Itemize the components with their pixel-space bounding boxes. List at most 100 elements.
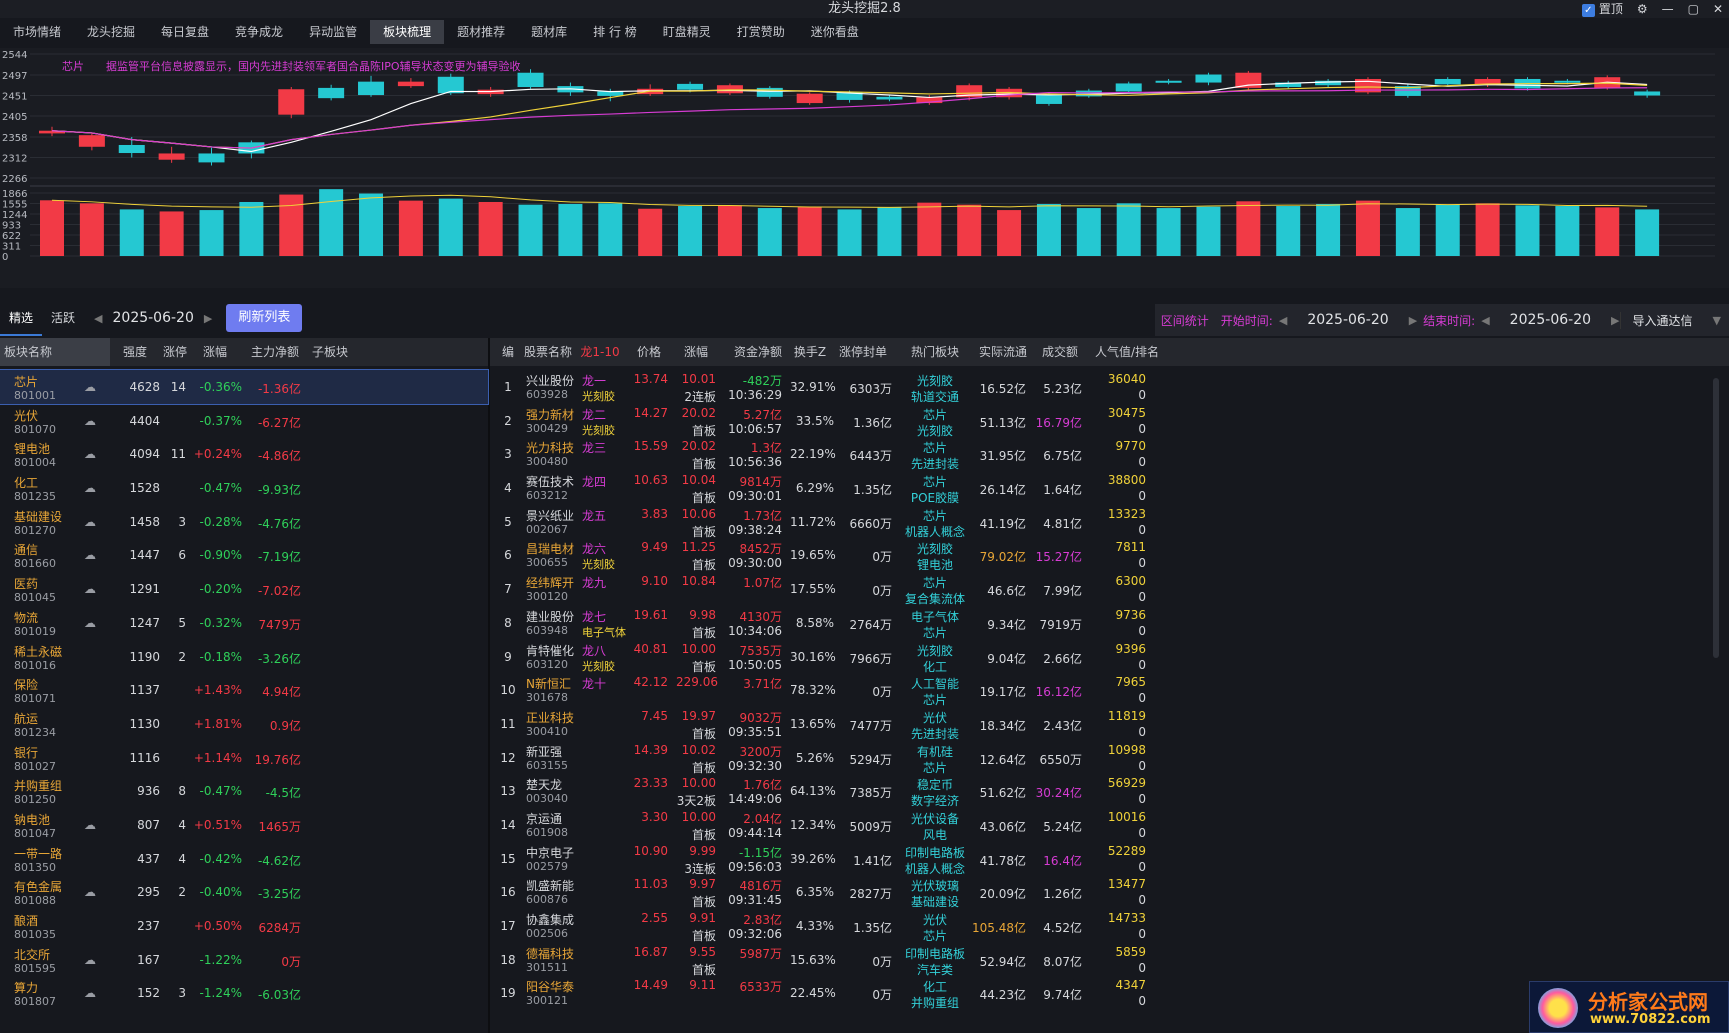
stock-name[interactable]: 正业科技 xyxy=(526,710,575,725)
cloud-icon[interactable]: ☁ xyxy=(84,481,96,496)
stock-name[interactable]: 德福科技 xyxy=(526,946,575,961)
hot-sector-2[interactable]: 芯片 xyxy=(922,929,947,943)
hot-sector-1[interactable]: 芯片 xyxy=(922,576,947,591)
menu-item-6[interactable]: 题材推荐 xyxy=(457,25,506,39)
sector-row[interactable]: 化工 801235 ☁ 1528 -0.47% -9.93亿 xyxy=(0,471,488,505)
stock-row[interactable]: 7 经纬辉开 300120 龙九 9.10 10.84 1.07亿 17.55% 0万 芯片 复合集… xyxy=(490,572,1729,606)
menu-item-2[interactable]: 每日复盘 xyxy=(161,25,210,39)
stock-col-8[interactable]: 热门板块 xyxy=(910,345,959,359)
next-arrow-icon[interactable]: ▶ xyxy=(203,311,213,325)
menu-item-1[interactable]: 龙头挖掘 xyxy=(87,25,136,39)
sector-row[interactable]: 并购重组 801250 936 8 -0.47% -4.5亿 xyxy=(0,774,488,808)
hot-sector-2[interactable]: 数字经济 xyxy=(910,794,959,809)
stock-name[interactable]: 光力科技 xyxy=(526,441,575,456)
menu-item-7[interactable]: 题材库 xyxy=(531,25,568,39)
sector-row[interactable]: 医药 801045 ☁ 1291 -0.20% -7.02亿 xyxy=(0,572,488,606)
menu-item-10[interactable]: 打赏赞助 xyxy=(736,25,785,39)
hot-sector-2[interactable]: 复合集流体 xyxy=(904,592,965,607)
cloud-icon[interactable]: ☁ xyxy=(84,952,96,967)
hot-sector-2[interactable]: 基础建设 xyxy=(910,895,959,910)
stock-name[interactable]: 阳谷华泰 xyxy=(526,980,575,995)
sector-row[interactable]: 有色金属 801088 ☁ 295 2 -0.40% -3.25亿 xyxy=(0,875,488,909)
stock-name[interactable]: 昌瑞电材 xyxy=(526,542,575,557)
stock-name[interactable]: 建业股份 xyxy=(526,609,575,624)
dropdown-icon[interactable]: ▼ xyxy=(1712,313,1721,327)
cloud-icon[interactable]: ☁ xyxy=(84,413,96,428)
hot-sector-1[interactable]: 光伏 xyxy=(922,710,947,725)
stock-col-9[interactable]: 实际流通 xyxy=(978,345,1027,359)
cloud-icon[interactable]: ☁ xyxy=(84,548,96,563)
sector-row[interactable]: 北交所 801595 ☁ 167 -1.22% 0万 xyxy=(0,943,488,977)
sector-row[interactable]: 芯片 801001 ☁ 4628 14 -0.36% -1.36亿 xyxy=(0,369,489,405)
refresh-list-button[interactable]: 刷新列表 xyxy=(226,304,303,332)
hot-sector-1[interactable]: 芯片 xyxy=(922,441,947,456)
cloud-icon[interactable]: ☁ xyxy=(84,447,96,462)
hot-sector-2[interactable]: 先进封装 xyxy=(910,457,959,472)
sector-row[interactable]: 银行 801027 1116 +1.14% 19.76亿 xyxy=(0,741,488,775)
hot-sector-1[interactable]: 印制电路板 xyxy=(904,845,965,860)
hot-sector-2[interactable]: 化工 xyxy=(922,659,947,674)
stock-row[interactable]: 11 正业科技 300410 7.45 19.97 首板 9032万 09:35:51 13.6… xyxy=(490,707,1729,741)
hot-sector-2[interactable]: 芯片 xyxy=(922,760,947,775)
end-date[interactable]: 2025-06-20 xyxy=(1509,312,1592,328)
sector-row[interactable]: 一带一路 801350 437 4 -0.42% -4.62亿 xyxy=(0,842,488,876)
hot-sector-2[interactable]: 并购重组 xyxy=(910,996,959,1011)
col-sub-sector[interactable]: 子板块 xyxy=(311,345,348,359)
hot-sector-1[interactable]: 芯片 xyxy=(922,475,947,490)
stock-name[interactable]: N新恒汇 xyxy=(526,677,571,692)
pin-checkbox[interactable]: ✓ 置顶 xyxy=(1581,0,1623,18)
menu-item-4[interactable]: 异动监管 xyxy=(309,25,358,39)
menu-item-5[interactable]: 板块梳理 xyxy=(370,20,445,44)
stock-name[interactable]: 凯盛新能 xyxy=(526,879,575,894)
stock-row[interactable]: 13 楚天龙 003040 23.33 10.00 3天2板 1.76亿 14:49:06 64… xyxy=(490,774,1729,808)
stock-col-6[interactable]: 换手Z xyxy=(793,345,827,359)
sector-row[interactable]: 稀土永磁 801016 1190 2 -0.18% -3.26亿 xyxy=(0,640,488,674)
stock-name[interactable]: 兴业股份 xyxy=(526,374,575,388)
stock-col-5[interactable]: 资金净额 xyxy=(733,345,782,359)
cloud-icon[interactable]: ☁ xyxy=(84,885,96,900)
import-tdx-button[interactable]: 导入通达信 xyxy=(1619,311,1705,329)
stock-row[interactable]: 6 昌瑞电材 300655 龙六 光刻胶 9.49 11.25 首板 8452万 09:30:00… xyxy=(490,538,1729,572)
sector-row[interactable]: 基础建设 801270 ☁ 1458 3 -0.28% -4.76亿 xyxy=(0,505,488,539)
sector-row[interactable]: 航运 801234 1130 +1.81% 0.9亿 xyxy=(0,707,488,741)
cloud-icon[interactable]: ☁ xyxy=(84,986,96,1001)
cloud-icon[interactable]: ☁ xyxy=(84,380,96,394)
col-strength[interactable]: 强度 xyxy=(122,345,147,359)
hot-sector-1[interactable]: 稳定币 xyxy=(916,778,953,793)
stock-row[interactable]: 1 兴业股份 603928 龙一 光刻胶 13.74 10.01 2连板 -482万 10:36:… xyxy=(490,370,1729,404)
menu-item-0[interactable]: 市场情绪 xyxy=(13,25,62,39)
stock-row[interactable]: 10 N新恒汇 301678 龙十 42.12 229.06 3.71亿 78.32% 0万 人工… xyxy=(490,673,1729,707)
menu-item-9[interactable]: 盯盘精灵 xyxy=(662,25,711,39)
stock-col-3[interactable]: 价格 xyxy=(636,345,661,359)
stock-name[interactable]: 京运通 xyxy=(526,811,563,826)
hot-sector-2[interactable]: 先进封装 xyxy=(910,726,959,741)
stock-name[interactable]: 经纬辉开 xyxy=(526,576,575,591)
hot-sector-1[interactable]: 化工 xyxy=(922,980,947,995)
hot-sector-1[interactable]: 光刻胶 xyxy=(916,643,953,658)
tab-featured[interactable]: 精选 xyxy=(0,300,43,336)
cloud-icon[interactable]: ☁ xyxy=(84,615,96,630)
start-prev-icon[interactable]: ◀ xyxy=(1278,313,1288,327)
stock-col-10[interactable]: 成交额 xyxy=(1041,345,1078,359)
end-prev-icon[interactable]: ◀ xyxy=(1481,313,1490,327)
cloud-icon[interactable]: ☁ xyxy=(84,514,96,529)
stock-col-7[interactable]: 涨停封单 xyxy=(838,345,887,359)
stock-row[interactable]: 8 建业股份 603948 龙七 电子气体 19.61 9.98 首板 4130万 10:34:0… xyxy=(490,606,1729,640)
stock-row[interactable]: 2 强力新材 300429 龙二 光刻胶 14.27 20.02 首板 5.27亿 10:06:5… xyxy=(490,404,1729,438)
sector-row[interactable]: 物流 801019 ☁ 1247 5 -0.32% 7479万 xyxy=(0,606,488,640)
stock-row[interactable]: 18 德福科技 301511 16.87 9.55 首板 5987万 15.63% 0万 印制电路… xyxy=(490,943,1729,977)
hot-sector-1[interactable]: 光伏玻璃 xyxy=(910,879,959,894)
hot-sector-2[interactable]: 机器人概念 xyxy=(904,524,965,539)
stock-row[interactable]: 14 京运通 601908 3.30 10.00 首板 2.04亿 09:44:14 12.34… xyxy=(490,808,1729,842)
date-picker[interactable]: ◀ 2025-06-20 ▶ xyxy=(94,310,212,326)
stock-name[interactable]: 新亚强 xyxy=(526,744,563,759)
stock-row[interactable]: 19 阳谷华泰 300121 14.49 9.11 6533万 22.45% 0万 化工 并购重组… xyxy=(490,976,1729,1010)
cloud-icon[interactable]: ☁ xyxy=(84,582,96,597)
hot-sector-1[interactable]: 电子气体 xyxy=(910,609,959,624)
hot-sector-2[interactable]: 光刻胶 xyxy=(916,423,953,438)
minimize-icon[interactable]: — xyxy=(1661,2,1674,16)
prev-arrow-icon[interactable]: ◀ xyxy=(94,311,103,325)
hot-sector-2[interactable]: 轨道交通 xyxy=(910,390,959,404)
col-change[interactable]: 涨幅 xyxy=(202,345,227,359)
hot-sector-1[interactable]: 人工智能 xyxy=(910,677,959,692)
